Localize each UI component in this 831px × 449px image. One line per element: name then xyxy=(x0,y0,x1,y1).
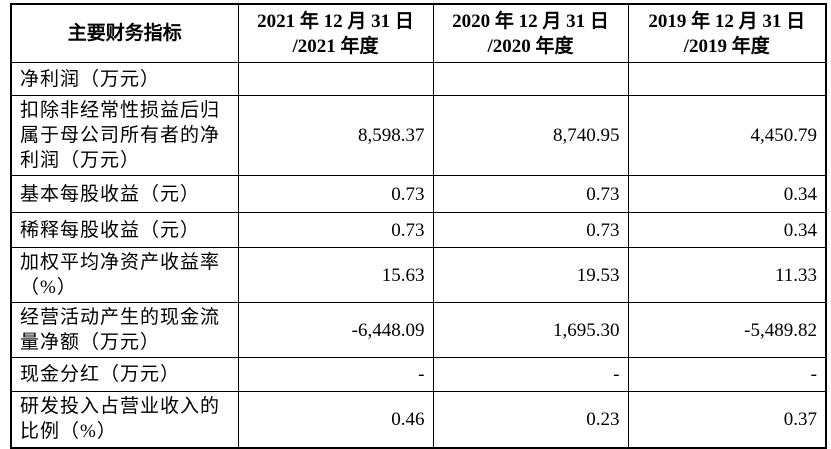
value-cell: 0.73 xyxy=(237,175,434,213)
row-label: 净利润（万元） xyxy=(10,62,239,96)
value-cell: - xyxy=(627,357,827,392)
value-cell: 0.34 xyxy=(627,212,827,248)
value-cell: - xyxy=(432,357,629,392)
header-text: 2020 年 12 月 31 日 xyxy=(452,10,609,32)
row-label: 经营活动产生的现金流量净额（万元） xyxy=(10,302,239,358)
table-row: 基本每股收益（元） 0.73 0.73 0.34 xyxy=(10,175,827,213)
value-cell: 0.46 xyxy=(237,391,434,448)
value-cell: 1,695.30 xyxy=(432,302,629,358)
header-text: 主要财务指标 xyxy=(67,23,182,44)
row-label: 现金分红（万元） xyxy=(10,357,239,392)
value-cell: 15.63 xyxy=(237,247,434,303)
header-text: 2021 年 12 月 31 日 xyxy=(257,10,414,32)
value-cell: 0.73 xyxy=(237,212,434,248)
value-cell: 0.73 xyxy=(432,212,629,248)
row-label: 研发投入占营业收入的比例（%） xyxy=(10,391,239,448)
header-row: 主要财务指标 2021 年 12 月 31 日/2021 年度 2020 年 12 … xyxy=(10,3,827,63)
row-label: 加权平均净资产收益率（%） xyxy=(10,247,239,303)
table-row: 扣除非经常性损益后归属于母公司所有者的净利润（万元） 8,598.37 8,740.… xyxy=(10,95,827,176)
header-cell: 2021 年 12 月 31 日/2021 年度 xyxy=(237,3,434,63)
value-cell: -5,489.82 xyxy=(627,302,827,358)
table-row: 现金分红（万元） - - - xyxy=(10,357,827,392)
header-text: /2019 年度 xyxy=(683,35,770,57)
table-body: 净利润（万元） 扣除非经常性损益后归属于母公司所有者的净利润（万元） 8,598.3… xyxy=(10,62,827,448)
value-cell: 8,740.95 xyxy=(432,95,629,176)
value-cell: 4,450.79 xyxy=(627,95,827,176)
value-cell: 11.33 xyxy=(627,247,827,303)
table-row: 净利润（万元） xyxy=(10,62,827,96)
value-cell: 0.73 xyxy=(432,175,629,213)
header-cell: 主要财务指标 xyxy=(10,3,239,63)
value-cell: 0.23 xyxy=(432,391,629,448)
value-cell: 19.53 xyxy=(432,247,629,303)
value-cell: 0.37 xyxy=(627,391,827,448)
value-cell xyxy=(432,62,629,96)
row-label: 扣除非经常性损益后归属于母公司所有者的净利润（万元） xyxy=(10,95,239,176)
table-row: 稀释每股收益（元） 0.73 0.73 0.34 xyxy=(10,212,827,248)
table-row: 经营活动产生的现金流量净额（万元） -6,448.09 1,695.30 -5,489… xyxy=(10,302,827,358)
value-cell xyxy=(237,62,434,96)
table-row: 研发投入占营业收入的比例（%） 0.46 0.23 0.37 xyxy=(10,391,827,448)
row-label: 基本每股收益（元） xyxy=(10,175,239,213)
header-cell: 2019 年 12 月 31 日/2019 年度 xyxy=(627,3,827,63)
header-text: 2019 年 12 月 31 日 xyxy=(648,10,806,32)
header-cell: 2020 年 12 月 31 日/2020 年度 xyxy=(432,3,629,63)
header-text: /2021 年度 xyxy=(292,35,379,57)
value-cell: 8,598.37 xyxy=(237,95,434,176)
value-cell xyxy=(627,62,827,96)
header-text: /2020 年度 xyxy=(487,35,574,57)
value-cell: -6,448.09 xyxy=(237,302,434,358)
value-cell: - xyxy=(237,357,434,392)
table-row: 加权平均净资产收益率（%） 15.63 19.53 11.33 xyxy=(10,247,827,303)
row-label: 稀释每股收益（元） xyxy=(10,212,239,248)
financial-table: 主要财务指标 2021 年 12 月 31 日/2021 年度 2020 年 12 … xyxy=(10,3,827,449)
value-cell: 0.34 xyxy=(627,175,827,213)
